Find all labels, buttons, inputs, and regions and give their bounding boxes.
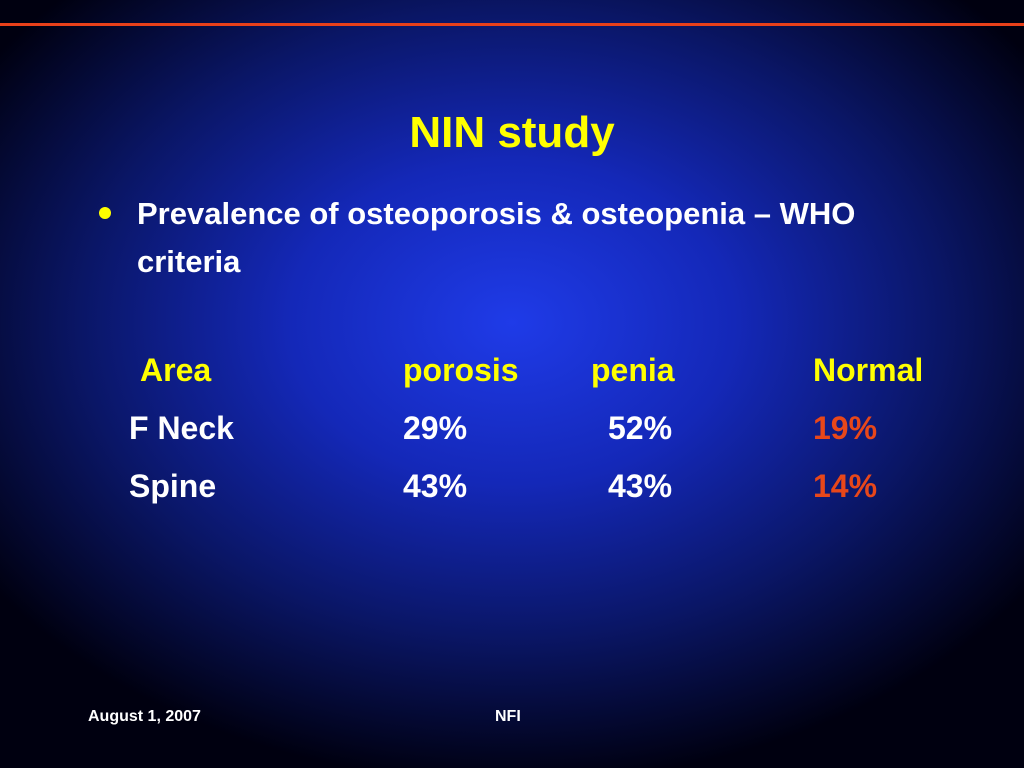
table-header: penia: [591, 352, 675, 388]
footer-org: NFI: [495, 708, 521, 725]
table-cell: 43%: [403, 468, 468, 504]
table-header: Area: [140, 352, 212, 388]
table-cell: 19%: [813, 410, 878, 446]
table-cell: 52%: [608, 410, 673, 446]
footer-date: August 1, 2007: [88, 708, 201, 725]
slide-title: NIN study: [409, 108, 615, 157]
table-cell: 14%: [813, 468, 878, 504]
table-cell: 29%: [403, 410, 468, 446]
table-header: porosis: [403, 352, 519, 388]
table-cell: F Neck: [129, 410, 234, 446]
bullet-dot: [99, 207, 111, 219]
table-cell: 43%: [608, 468, 673, 504]
bullet-text: Prevalence of osteoporosis & osteopenia …: [137, 196, 856, 279]
table-cell: Spine: [129, 468, 217, 504]
table-header: Normal: [813, 352, 924, 388]
top-rule: [0, 23, 1024, 26]
